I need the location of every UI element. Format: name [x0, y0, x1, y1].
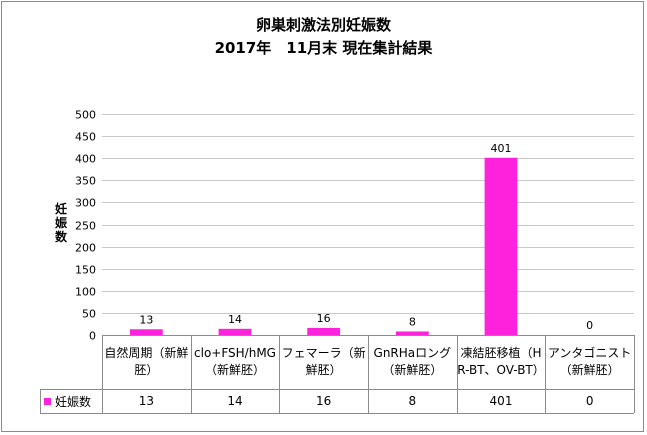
y-tick-label: 500: [75, 109, 96, 122]
category-label: GnRHaロング（新鮮胚）: [373, 346, 452, 377]
y-tick-label: 350: [75, 175, 96, 188]
y-axis-label: 妊娠数: [54, 202, 67, 244]
data-label: 16: [317, 312, 331, 325]
chart-title: 卵巣刺激法別妊娠数: [255, 16, 391, 34]
y-tick-label: 450: [75, 131, 96, 144]
table-value-cell: 401: [489, 394, 513, 408]
bar: [307, 327, 341, 335]
data-label: 13: [139, 313, 153, 326]
legend-series-name: 妊娠数: [55, 394, 92, 409]
data-label: 14: [228, 313, 242, 326]
y-tick-label: 200: [75, 242, 96, 255]
table-value-cell: 0: [585, 394, 594, 408]
bar: [218, 328, 252, 335]
data-label: 8: [409, 315, 416, 328]
y-tick-label: 50: [82, 308, 96, 321]
category-label: 凍結胚移植（HR-BT、OV-BT）: [457, 346, 545, 377]
category-label: アンタゴニスト（新鮮胚）: [547, 346, 632, 377]
bar: [129, 329, 163, 335]
category-label: 自然周期（新鮮胚）: [104, 346, 189, 377]
bar: [484, 157, 518, 335]
table-value-cell: 16: [316, 394, 332, 408]
data-label: 401: [491, 142, 512, 155]
legend-swatch: [44, 397, 51, 405]
y-tick-label: 300: [75, 197, 96, 210]
category-label: clo+FSH/hMG（新鮮胚）: [194, 346, 276, 377]
y-tick-label: 400: [75, 153, 96, 166]
table-value-cell: 8: [408, 394, 417, 408]
bar: [395, 331, 429, 335]
data-label: 0: [586, 319, 593, 332]
y-tick-label: 100: [75, 286, 96, 299]
y-tick-label: 0: [89, 330, 96, 343]
table-value-cell: 13: [138, 394, 154, 408]
category-label: フェマーラ（新鮮胚）: [281, 346, 366, 377]
legend-key: 妊娠数: [44, 390, 106, 412]
table-value-cell: 14: [227, 394, 243, 408]
y-tick-label: 150: [75, 264, 96, 277]
y-tick-label: 250: [75, 220, 96, 233]
chart-subtitle: 2017年 11月末 現在集計結果: [214, 39, 433, 57]
